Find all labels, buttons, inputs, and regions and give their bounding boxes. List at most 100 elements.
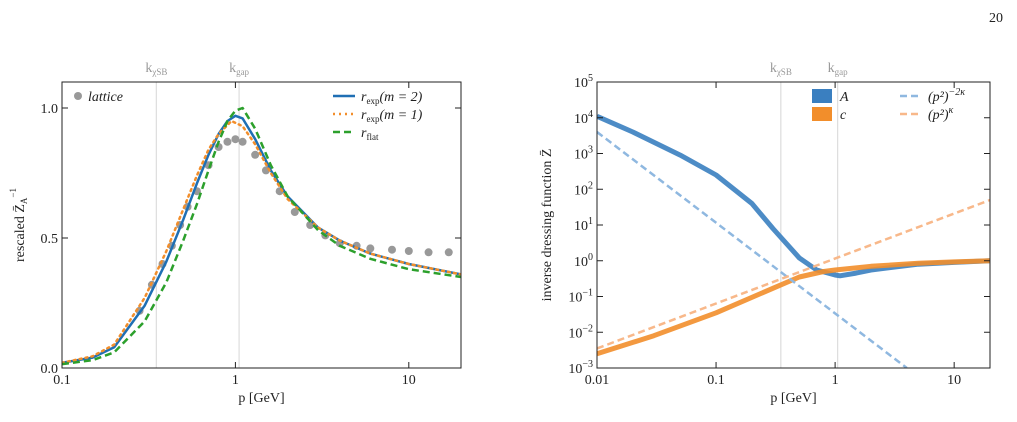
series: [135, 135, 453, 315]
marker-label: kχSB: [770, 61, 792, 77]
text-part: k: [229, 61, 236, 76]
text-part: flat: [366, 132, 378, 142]
text-part: inverse dressing function Z̄: [539, 149, 555, 302]
plot-frame: [61, 81, 462, 369]
text-part: 10: [574, 148, 588, 163]
legend-entry: rexp(m = 1): [333, 108, 423, 124]
x-axis-label: p [GeV]: [770, 391, 816, 406]
text-part: 10: [574, 76, 588, 91]
y-tick-label: 105: [574, 73, 593, 91]
text-part: (m = 1): [379, 108, 422, 123]
text-part: k: [770, 61, 777, 76]
y-axis-label: rescaled Z̄A−1: [8, 188, 29, 262]
series: [62, 106, 461, 366]
x-axis-label: p [GeV]: [238, 391, 284, 406]
data-line: [597, 131, 908, 368]
series: [597, 114, 990, 279]
legend-swatch: [74, 92, 82, 100]
text-part: (p²): [928, 108, 949, 123]
text-part: r: [361, 90, 367, 105]
data-point: [238, 137, 247, 146]
text-part: 0: [588, 252, 593, 263]
text-part: rescaled Z̄: [12, 204, 28, 262]
y-tick-label: 103: [574, 145, 593, 163]
text-part: (p²): [928, 90, 949, 105]
text-part: gap: [835, 67, 848, 77]
text-part: 10: [574, 183, 588, 198]
text-part: −3: [582, 359, 593, 370]
x-tick-label: 1: [832, 373, 839, 388]
text-part: −2: [582, 323, 593, 334]
text-part: 1: [588, 216, 593, 227]
text-part: χSB: [151, 67, 167, 77]
data-point: [366, 244, 375, 253]
data-point: [223, 137, 232, 146]
text-part: A: [19, 197, 29, 204]
text-part: 3: [588, 145, 593, 156]
legend-entry: rflat: [333, 126, 379, 142]
text-part: r: [361, 108, 367, 123]
data-line: [597, 198, 990, 350]
legend-label: c: [840, 108, 847, 123]
y-tick-label: 10−2: [568, 323, 593, 341]
x-tick-label: 0.1: [707, 373, 725, 388]
legend-entry: c: [812, 107, 847, 123]
y-tick-label: 10−3: [568, 359, 593, 377]
legend-label: rexp(m = 2): [361, 90, 423, 106]
text-part: 10: [568, 326, 582, 341]
marker-label: kgap: [828, 61, 848, 77]
text-part: lattice: [88, 90, 123, 105]
data-line: [597, 114, 990, 279]
data-point: [404, 247, 413, 255]
text-part: 10: [568, 291, 582, 306]
text-part: c: [840, 108, 847, 123]
legend-label: (p²)κ: [928, 105, 954, 123]
legend-swatch: [812, 107, 832, 121]
text-part: r: [361, 126, 367, 141]
legend-label: lattice: [88, 90, 123, 105]
data-point: [251, 150, 260, 159]
data-point: [290, 208, 299, 216]
data-line: [597, 258, 990, 357]
text-part: 1.0: [41, 102, 59, 117]
y-tick-label: 0.0: [41, 362, 59, 377]
text-part: k: [145, 61, 152, 76]
y-axis-label: inverse dressing function Z̄: [539, 149, 555, 302]
legend-entry: (p²)−2κ: [900, 87, 965, 105]
legend-label: (p²)−2κ: [928, 87, 965, 105]
text-part: 0.0: [41, 362, 59, 377]
text-part: χSB: [776, 67, 792, 77]
legend-label: rexp(m = 1): [361, 108, 423, 124]
legend-label: A: [839, 90, 849, 105]
y-tick-label: 104: [574, 109, 593, 127]
text-part: −1: [582, 288, 593, 299]
x-tick-label: 1: [232, 373, 239, 388]
text-part: exp: [366, 96, 379, 106]
x-tick-label: 10: [947, 373, 961, 388]
series: [597, 131, 908, 368]
text-part: 4: [588, 109, 593, 120]
y-tick-label: 100: [574, 252, 593, 270]
text-part: 5: [588, 73, 593, 84]
text-part: p [GeV]: [770, 391, 816, 406]
text-part: κ: [949, 105, 954, 116]
data-point: [387, 245, 396, 254]
series: [597, 258, 990, 357]
text-part: (m = 2): [379, 90, 422, 105]
x-tick-label: 10: [402, 373, 416, 388]
marker-label: kχSB: [145, 61, 167, 77]
plot-frame: [596, 81, 991, 369]
x-tick-label: 0.1: [53, 373, 71, 388]
data-point: [424, 248, 433, 257]
text-part: A: [839, 90, 849, 105]
legend-entry: rexp(m = 2): [333, 90, 423, 106]
text-part: exp: [366, 114, 379, 124]
y-tick-label: 10−1: [568, 288, 593, 306]
text-part: gap: [236, 67, 249, 77]
data-point: [444, 248, 453, 257]
legend-entry: lattice: [74, 90, 123, 105]
legend-entry: (p²)κ: [900, 105, 954, 123]
text-part: 0.5: [41, 232, 59, 247]
y-tick-label: 0.5: [41, 232, 59, 247]
